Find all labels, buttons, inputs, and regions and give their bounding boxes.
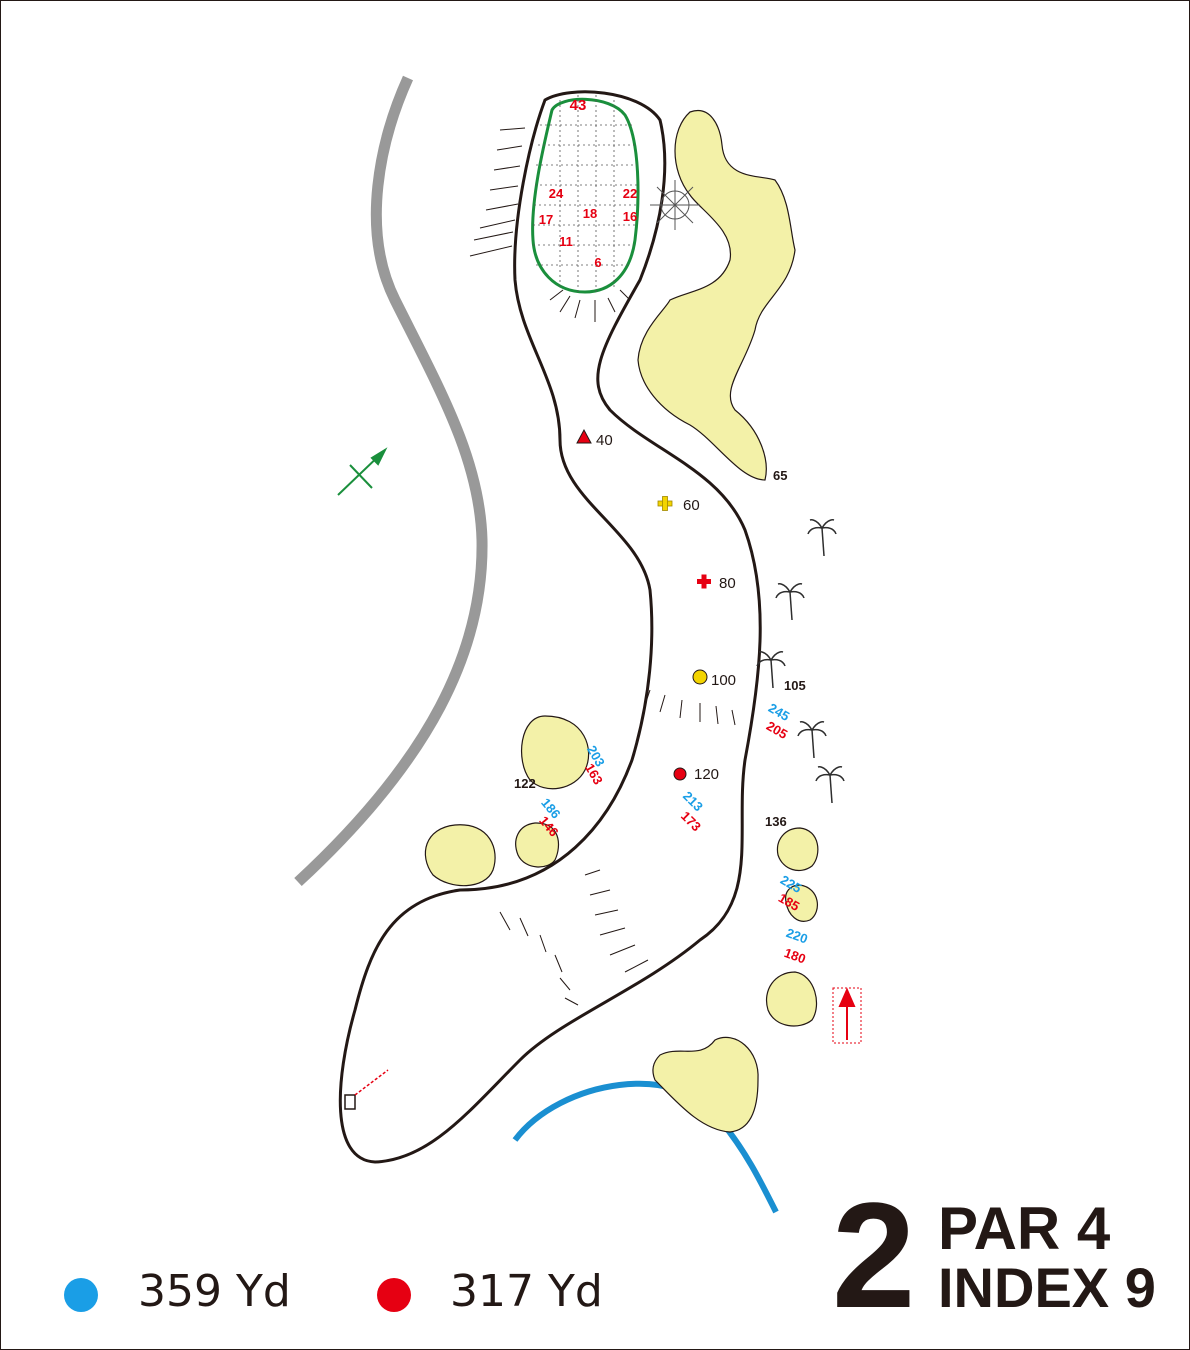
marker-120-label: 120 [694, 766, 719, 783]
hole-number: 2 [832, 1171, 916, 1339]
putting-green [531, 97, 640, 294]
red-circle-marker-icon [673, 767, 687, 781]
right-bunker-2 [785, 884, 818, 922]
marker-100-label: 100 [711, 672, 736, 689]
yellow-plus-marker-icon [657, 496, 673, 511]
green-depth-label: 43 [570, 97, 587, 114]
north-arrow-icon [832, 987, 862, 1044]
right-bunker-1 [776, 827, 819, 872]
marker-40-label: 40 [596, 432, 613, 449]
pin-label: 11 [559, 234, 573, 249]
hazard-distance-label: 136 [765, 814, 787, 829]
marker-80-label: 80 [719, 575, 736, 592]
tee-marker-icon [344, 1069, 389, 1110]
hole-par: PAR 4 [938, 1195, 1111, 1262]
yellow-circle-marker-icon [692, 669, 708, 685]
blue-tee-distance: 359 Yd [138, 1266, 291, 1317]
marker-60-label: 60 [683, 497, 700, 514]
tee-bunker [652, 1036, 759, 1133]
right-greenside-bunker [637, 109, 796, 481]
pin-label: 16 [623, 209, 637, 224]
left-bunker-small-1 [424, 824, 496, 887]
red-tee-dot [377, 1278, 411, 1312]
left-bunker-small-2 [515, 822, 560, 868]
pin-label: 6 [594, 255, 601, 270]
pin-label: 17 [539, 212, 553, 227]
hazard-distance-label: 105 [784, 678, 806, 693]
hole-index: INDEX 9 [938, 1256, 1156, 1319]
left-fairway-bunker [521, 715, 590, 790]
hazard-distance-label: 122 [514, 776, 536, 791]
palm-tree-icon [756, 519, 845, 804]
hazard-distance-label: 180 [782, 945, 808, 967]
pin-label: 24 [549, 186, 564, 201]
pin-label: 18 [583, 206, 597, 221]
triangle-marker-icon [576, 428, 592, 444]
red-tee-distance: 317 Yd [450, 1266, 603, 1317]
hazard-distance-label: 205 [764, 718, 790, 742]
slope-hatching [469, 127, 736, 1006]
compass-icon [337, 447, 388, 496]
bunkers [424, 109, 819, 1133]
red-plus-marker-icon [697, 574, 711, 589]
green-grid [533, 95, 637, 292]
pin-label: 22 [623, 186, 637, 201]
right-bunker-3 [766, 971, 818, 1027]
blue-tee-dot [64, 1278, 98, 1312]
hazard-distance-label: 220 [784, 925, 810, 947]
tree-cluster-icon [650, 180, 700, 230]
hazard-distance-label: 213 [680, 788, 706, 814]
hazard-distance-label: 65 [773, 468, 787, 483]
hazard-distance-label: 173 [678, 808, 704, 834]
fairway-outline [338, 90, 762, 1164]
cart-path [294, 75, 488, 887]
